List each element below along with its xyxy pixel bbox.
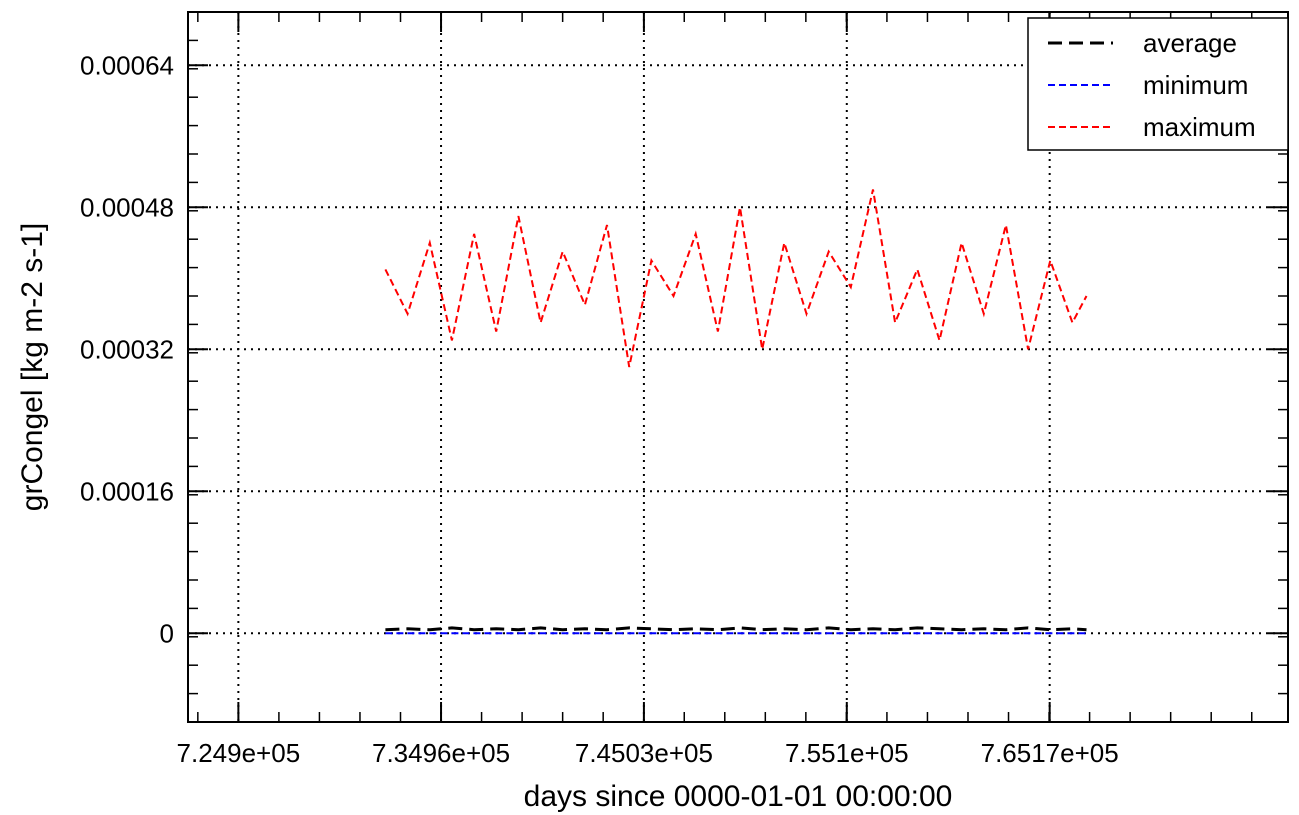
x-axis-title: days since 0000-01-01 00:00:00 [524,780,953,813]
series-lines [384,189,1088,635]
x-tick-label: 7.3496e+05 [372,738,510,768]
legend-label-minimum: minimum [1143,70,1248,100]
x-tick-labels: 7.249e+05 7.3496e+05 7.4503e+05 7.551e+05 7.… [177,738,1119,768]
plot-frame [187,11,1289,723]
x-tick-label: 7.6517e+05 [981,738,1119,768]
grid-lines [188,12,1288,722]
legend: average minimum maximum [1027,17,1289,151]
x-tick-label: 7.249e+05 [177,738,301,768]
y-tick-label: 0.00064 [80,50,174,80]
y-axis-title: grCongel [kg m-2 s-1] [16,223,49,511]
x-tick-label: 7.4503e+05 [575,738,713,768]
y-tick-label: 0.00016 [80,476,174,506]
legend-label-maximum: maximum [1143,112,1256,142]
legend-label-average: average [1143,28,1237,58]
y-tick-label: 0 [160,618,174,648]
series-line-maximum [384,189,1088,368]
y-tick-labels: 0 0.00016 0.00032 0.00048 0.00064 [80,50,174,648]
y-tick-label: 0.00048 [80,192,174,222]
series-line-average [385,626,1087,632]
y-tick-label: 0.00032 [80,334,174,364]
x-tick-label: 7.551e+05 [785,738,909,768]
